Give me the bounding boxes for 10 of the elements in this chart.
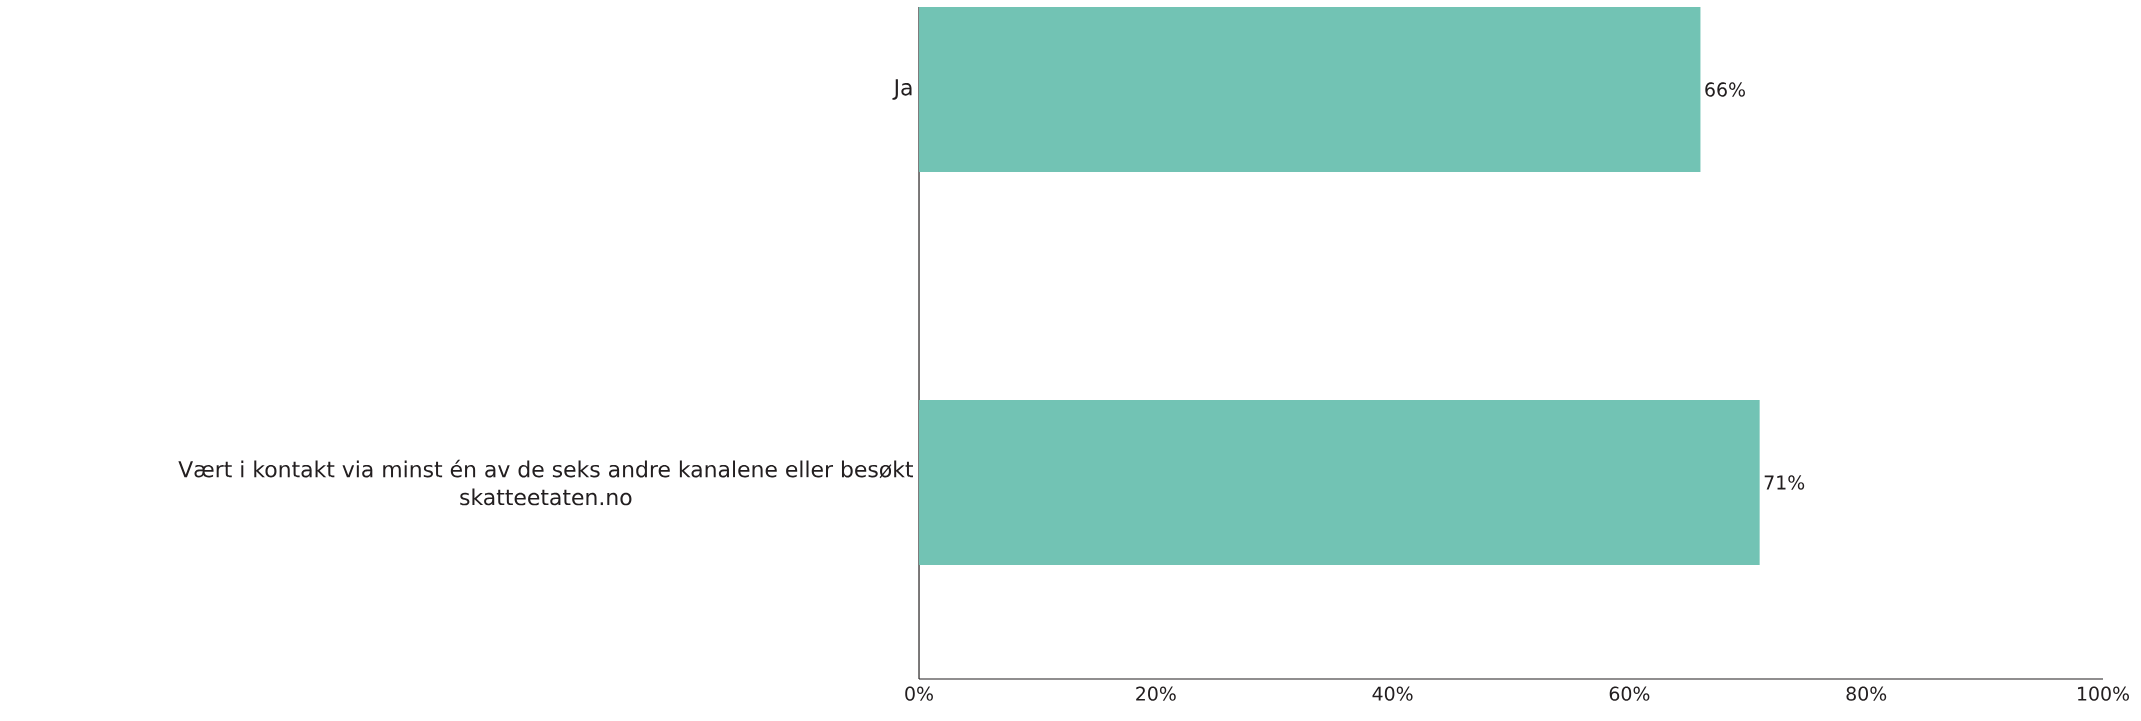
x-tick-label: 40% bbox=[1372, 686, 1413, 701]
data-label: 71% bbox=[1764, 475, 1805, 490]
x-tick-label: 60% bbox=[1609, 686, 1650, 701]
data-label: 66% bbox=[1705, 82, 1745, 97]
x-tick-label: 0% bbox=[905, 686, 933, 701]
y-tick-label: Vært i kontakt via minst én av de seks andre kanalene eller besøkt skatteetaten.no bbox=[178, 459, 913, 506]
x-tick-label: 100% bbox=[2078, 686, 2130, 701]
y-tick-label: Ja bbox=[892, 79, 912, 100]
x-tick-label: 80% bbox=[1846, 686, 1887, 701]
x-tick-label: 20% bbox=[1136, 686, 1176, 701]
